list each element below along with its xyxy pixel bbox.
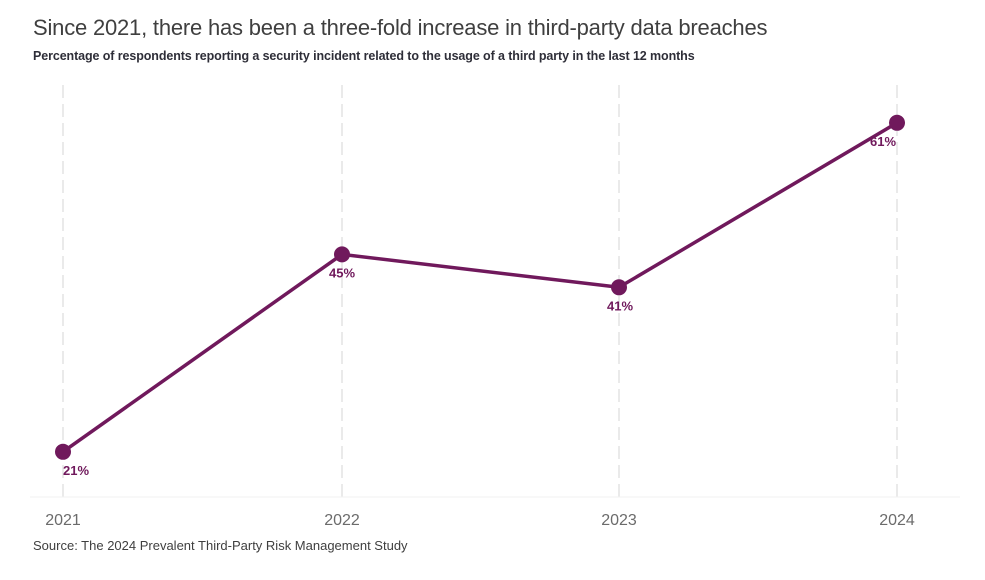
- data-label-2023: 41%: [607, 298, 633, 313]
- data-label-2022: 45%: [329, 265, 355, 280]
- chart-subtitle: Percentage of respondents reporting a se…: [33, 49, 695, 63]
- data-label-2024: 61%: [870, 134, 896, 149]
- chart-source: Source: The 2024 Prevalent Third-Party R…: [33, 538, 408, 553]
- x-tick-label-2022: 2022: [324, 512, 360, 529]
- data-point-2024: [889, 114, 905, 131]
- data-point-2023: [611, 279, 627, 296]
- data-line: [61, 121, 899, 454]
- x-tick-label-2021: 2021: [45, 512, 81, 529]
- data-point-2022: [334, 246, 350, 263]
- data-point-2021: [55, 443, 71, 460]
- data-label-2021: 21%: [63, 463, 89, 478]
- x-tick-label-2023: 2023: [601, 512, 637, 529]
- x-tick-label-2024: 2024: [879, 512, 915, 529]
- chart-title: Since 2021, there has been a three-fold …: [33, 15, 768, 40]
